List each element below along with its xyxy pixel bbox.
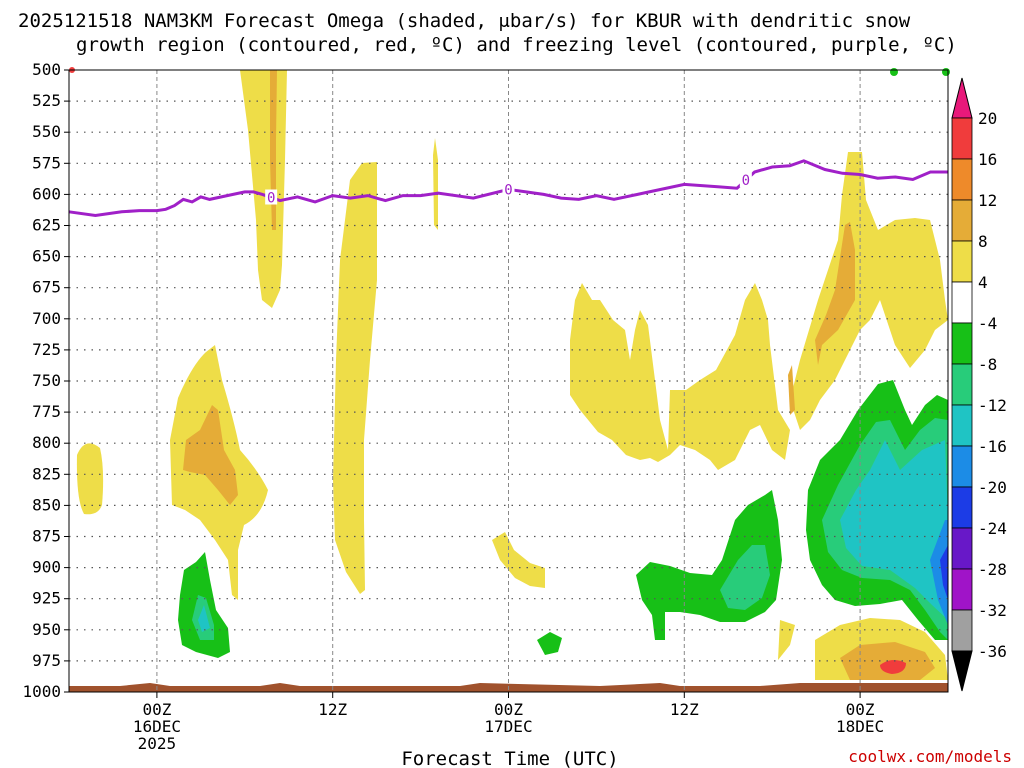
omega-region-teal xyxy=(198,605,210,632)
colorbar-swatch xyxy=(951,117,973,160)
omega-region-yellow xyxy=(333,162,377,594)
x-tick-label: 16DEC xyxy=(133,717,181,736)
colorbar-bottom-arrow xyxy=(951,650,973,692)
colorbar-swatch xyxy=(951,281,973,324)
chart-title-line2: growth region (contoured, red, ºC) and f… xyxy=(76,34,957,56)
freezing-label-bg xyxy=(739,172,752,188)
omega-region-cyan xyxy=(840,440,948,620)
colorbar-swatch xyxy=(951,363,973,406)
colorbar-swatch xyxy=(951,445,973,488)
y-tick-label: 675 xyxy=(32,278,61,297)
omega-region-yellow xyxy=(790,152,948,430)
omega-region-teal xyxy=(720,545,770,610)
y-tick-label: 725 xyxy=(32,340,61,359)
omega-region-blue xyxy=(930,520,948,625)
colorbar-label: -4 xyxy=(978,314,997,333)
colorbar-label: -24 xyxy=(978,519,1007,538)
omega-region-orange xyxy=(183,405,238,505)
y-tick-label: 775 xyxy=(32,402,61,421)
y-tick-label: 650 xyxy=(32,247,61,266)
colorbar-swatch xyxy=(951,568,973,611)
y-tick-label: 875 xyxy=(32,527,61,546)
colorbar-swatch xyxy=(951,486,973,529)
omega-region-darkblue xyxy=(940,545,948,600)
colorbar-swatch xyxy=(951,322,973,365)
colorbar-label: -8 xyxy=(978,355,997,374)
x-axis-label: Forecast Time (UTC) xyxy=(401,748,618,768)
colorbar-label: -20 xyxy=(978,478,1007,497)
colorbar-label: -16 xyxy=(978,437,1007,456)
y-tick-label: 975 xyxy=(32,651,61,670)
omega-region-green xyxy=(942,68,950,76)
colorbar-swatch xyxy=(951,199,973,242)
x-tick-label: 12Z xyxy=(318,700,347,719)
freezing-level-labels: 0 0 0 xyxy=(265,172,752,207)
y-tick-label: 525 xyxy=(32,91,61,110)
y-tick-label: 750 xyxy=(32,371,61,390)
omega-region-yellow xyxy=(433,138,438,230)
x-tick-label: 00Z xyxy=(846,700,875,719)
x-tick-label: 2025 xyxy=(138,734,177,753)
omega-region-red xyxy=(880,659,906,674)
omega-region-yellow xyxy=(570,283,790,470)
freezing-level-label: 0 xyxy=(267,191,275,207)
x-tick-label: 00Z xyxy=(494,700,523,719)
colorbar-label: 8 xyxy=(978,232,988,251)
y-tick-label: 700 xyxy=(32,309,61,328)
y-tick-label: 800 xyxy=(32,433,61,452)
omega-region-green xyxy=(537,632,562,655)
freezing-label-bg xyxy=(265,189,278,205)
omega-region-green xyxy=(890,68,898,76)
colorbar-label: -12 xyxy=(978,396,1007,415)
colorbar-label: 20 xyxy=(978,109,997,128)
omega-region-orange xyxy=(788,365,795,415)
freezing-level-label: 0 xyxy=(742,173,750,189)
colorbar-swatch xyxy=(951,527,973,570)
y-tick-label: 925 xyxy=(32,589,61,608)
omega-region-orange xyxy=(815,222,855,365)
y-tick-label: 500 xyxy=(32,60,61,79)
omega-shading xyxy=(69,67,950,680)
y-tick-label: 600 xyxy=(32,184,61,203)
y-tick-label: 950 xyxy=(32,620,61,639)
omega-region-yellow xyxy=(492,532,545,588)
freezing-level-label: 0 xyxy=(504,182,512,198)
freezing-level-line xyxy=(68,159,948,218)
y-tick-label: 850 xyxy=(32,495,61,514)
colorbar-swatch xyxy=(951,240,973,283)
y-tick-label: 575 xyxy=(32,153,61,172)
colorbar-label: 12 xyxy=(978,191,997,210)
colorbar-swatch xyxy=(951,158,973,201)
chart-title-line1: 2025121518 NAM3KM Forecast Omega (shaded… xyxy=(18,10,911,32)
omega-region-yellow xyxy=(76,443,104,515)
credit-link[interactable]: coolwx.com/models xyxy=(848,747,1012,766)
colorbar-swatch xyxy=(951,609,973,652)
colorbar: 20 16 12 8 4 -4 -8 -12 -16 -20 -24 -28 -32 -36 xyxy=(951,77,1007,692)
freezing-label-bg xyxy=(502,181,515,197)
colorbar-label: -28 xyxy=(978,560,1007,579)
colorbar-label: 4 xyxy=(978,273,988,292)
y-tick-label: 900 xyxy=(32,558,61,577)
y-axis: 500 525 550 575 600 625 650 675 700 725 750 775 800 8… xyxy=(22,60,69,701)
colorbar-top-arrow xyxy=(951,77,973,119)
y-tick-label: 1000 xyxy=(22,682,61,701)
colorbar-swatch xyxy=(951,404,973,447)
x-tick-label: 17DEC xyxy=(484,717,532,736)
grid xyxy=(69,70,948,692)
y-tick-label: 825 xyxy=(32,464,61,483)
colorbar-label: -36 xyxy=(978,642,1007,661)
x-tick-label: 12Z xyxy=(670,700,699,719)
y-tick-label: 550 xyxy=(32,122,61,141)
y-tick-label: 625 xyxy=(32,216,61,235)
x-tick-label: 18DEC xyxy=(836,717,884,736)
colorbar-label: -32 xyxy=(978,601,1007,620)
colorbar-label: 16 xyxy=(978,150,997,169)
x-tick-label: 00Z xyxy=(142,700,171,719)
